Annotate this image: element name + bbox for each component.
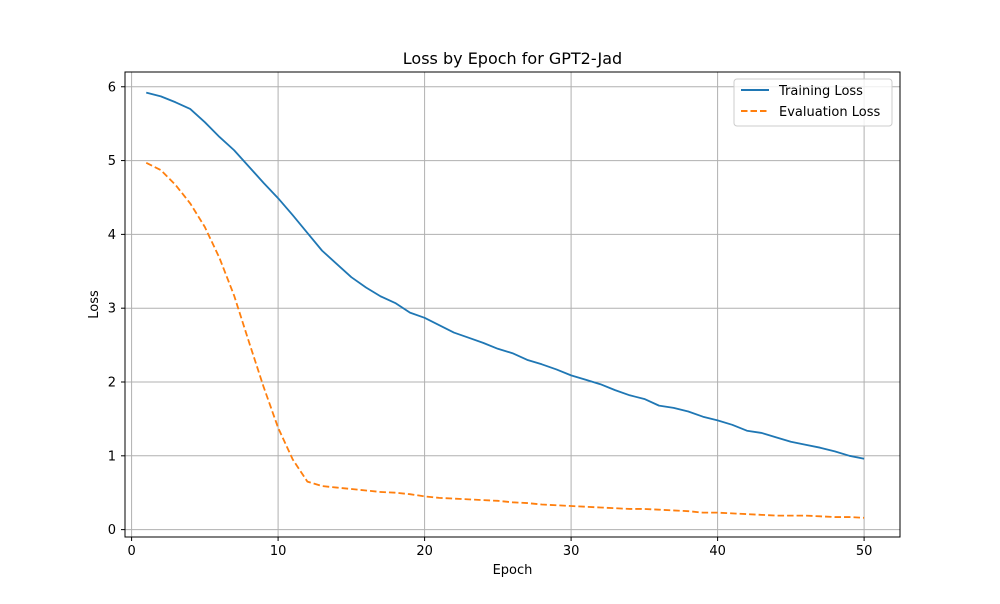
y-axis-label: Loss: [87, 290, 102, 319]
x-tick-label: 10: [270, 544, 287, 559]
x-tick-label: 30: [563, 544, 580, 559]
grid: [125, 72, 900, 537]
legend-box: [733, 78, 893, 127]
x-tick-label: 50: [856, 544, 873, 559]
x-tick-label: 0: [127, 544, 135, 559]
y-tick-label: 6: [108, 80, 116, 95]
y-tick-label: 2: [108, 376, 116, 391]
axis-ticks: 0 10 20 30 40 50 0 1 2 3 4 5 6: [108, 80, 873, 559]
x-axis-label: Epoch: [493, 563, 533, 578]
plot-frame: [124, 71, 901, 538]
series-lines: [145, 91, 865, 519]
legend-label-training-loss: Training Loss: [778, 84, 863, 99]
legend-label-evaluation-loss: Evaluation Loss: [779, 105, 880, 120]
x-tick-label: 40: [709, 544, 726, 559]
legend: Training Loss Evaluation Loss: [733, 78, 893, 127]
series-line-training-loss: [146, 91, 865, 460]
y-tick-label: 5: [108, 154, 116, 169]
y-tick-label: 3: [108, 302, 116, 317]
y-tick-label: 0: [108, 523, 116, 538]
x-tick-label: 20: [416, 544, 433, 559]
y-tick-label: 1: [108, 449, 116, 464]
chart-title: Loss by Epoch for GPT2-Jad: [403, 49, 622, 68]
series-line-evaluation-loss: [145, 161, 865, 519]
y-tick-label: 4: [108, 228, 116, 243]
